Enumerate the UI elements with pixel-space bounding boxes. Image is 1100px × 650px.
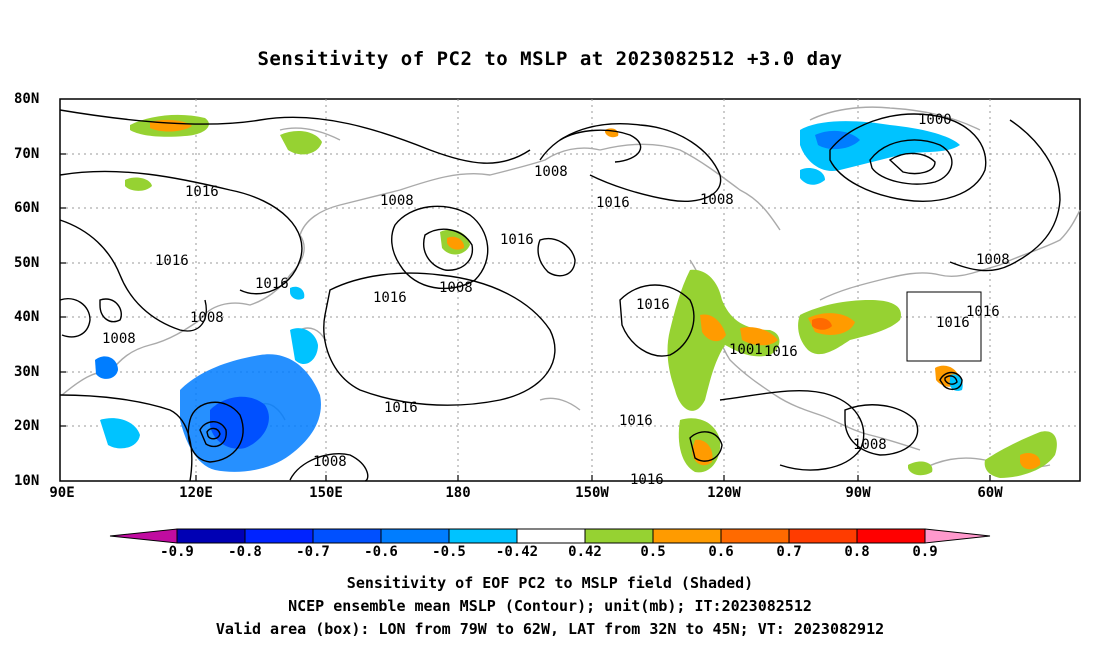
- contour-label: 1008: [439, 280, 473, 296]
- lon-label: 90E: [49, 485, 75, 501]
- colorbar-label: 0.7: [776, 544, 802, 560]
- colorbar-min-arrow: [109, 528, 178, 544]
- colorbar-label: 0.42: [568, 544, 602, 560]
- colorbar-bin: [788, 528, 858, 544]
- colorbar-label: -0.7: [296, 544, 330, 560]
- contour-label: 1016: [155, 253, 189, 269]
- lon-label: 120E: [179, 485, 213, 501]
- colorbar-bin: [176, 528, 246, 544]
- contour-label: 1008: [534, 164, 568, 180]
- contour-label: 1016: [373, 290, 407, 306]
- colorbar-bin: [652, 528, 722, 544]
- lat-label: 60N: [14, 200, 40, 216]
- lon-label: 150E: [309, 485, 343, 501]
- map-plot-area: 1016 1016 1016 1016 1008 1008 1008 1016 …: [59, 98, 1081, 488]
- lon-label: 180: [445, 485, 471, 501]
- footer-line: NCEP ensemble mean MSLP (Contour); unit(…: [288, 597, 812, 615]
- contour-label: 1016: [500, 232, 534, 248]
- colorbar-label: -0.8: [228, 544, 262, 560]
- contour-label: 1016: [185, 184, 219, 200]
- lon-label: 120W: [707, 485, 741, 501]
- colorbar-bin: [720, 528, 790, 544]
- mslp-contours: [59, 109, 1061, 482]
- colorbar-bin: [380, 528, 450, 544]
- lat-label: 50N: [14, 255, 40, 271]
- contour-label: 1001: [729, 342, 763, 358]
- colorbar-bin: [244, 528, 314, 544]
- axis-ticks: [60, 153, 991, 481]
- colorbar-bin: [312, 528, 382, 544]
- contour-label: 1008: [190, 310, 224, 326]
- footer-line: Sensitivity of EOF PC2 to MSLP field (Sh…: [346, 574, 754, 592]
- lat-label: 30N: [14, 364, 40, 380]
- colorbar-label: 0.5: [640, 544, 666, 560]
- lat-label: 10N: [14, 473, 40, 489]
- contour-label: 1000: [918, 112, 952, 128]
- map-title: Sensitivity of PC2 to MSLP at 2023082512…: [257, 48, 843, 70]
- contour-label: 1008: [700, 192, 734, 208]
- lat-label: 20N: [14, 418, 40, 434]
- lat-label: 40N: [14, 309, 40, 325]
- contour-label: 1008: [853, 437, 887, 453]
- contour-label: 1016: [936, 315, 970, 331]
- colorbar-label: -0.42: [495, 544, 539, 560]
- contour-label: 1016: [384, 400, 418, 416]
- colorbar: [109, 528, 991, 544]
- contour-label: 1016: [764, 344, 798, 360]
- colorbar-bin: [516, 528, 586, 544]
- contour-labels: 1016 1016 1016 1016 1008 1008 1008 1016 …: [102, 112, 1010, 488]
- lon-label: 90W: [845, 485, 871, 501]
- colorbar-label: -0.6: [364, 544, 398, 560]
- lon-label: 150W: [575, 485, 609, 501]
- contour-label: 1008: [102, 331, 136, 347]
- contour-label: 1016: [619, 413, 653, 429]
- colorbar-max-arrow: [924, 528, 991, 544]
- contour-label: 1016: [636, 297, 670, 313]
- contour-label: 1016: [630, 472, 664, 488]
- lon-label: 60W: [977, 485, 1003, 501]
- colorbar-label: 0.9: [912, 544, 938, 560]
- contour-label: 1016: [255, 276, 289, 292]
- colorbar-label: 0.6: [708, 544, 734, 560]
- colorbar-label: -0.9: [160, 544, 194, 560]
- contour-label: 1016: [966, 304, 1000, 320]
- footer-line: Valid area (box): LON from 79W to 62W, L…: [215, 620, 885, 638]
- colorbar-bin: [448, 528, 518, 544]
- contour-label: 1008: [313, 454, 347, 470]
- colorbar-bin: [584, 528, 654, 544]
- contour-label: 1008: [380, 193, 414, 209]
- contour-label: 1008: [976, 252, 1010, 268]
- lat-label: 80N: [14, 91, 40, 107]
- colorbar-bin: [856, 528, 926, 544]
- colorbar-label: -0.5: [432, 544, 466, 560]
- shaded-sensitivity: [95, 114, 1057, 478]
- contour-label: 1016: [596, 195, 630, 211]
- valid-area-box: [906, 291, 982, 362]
- colorbar-label: 0.8: [844, 544, 870, 560]
- lat-label: 70N: [14, 146, 40, 162]
